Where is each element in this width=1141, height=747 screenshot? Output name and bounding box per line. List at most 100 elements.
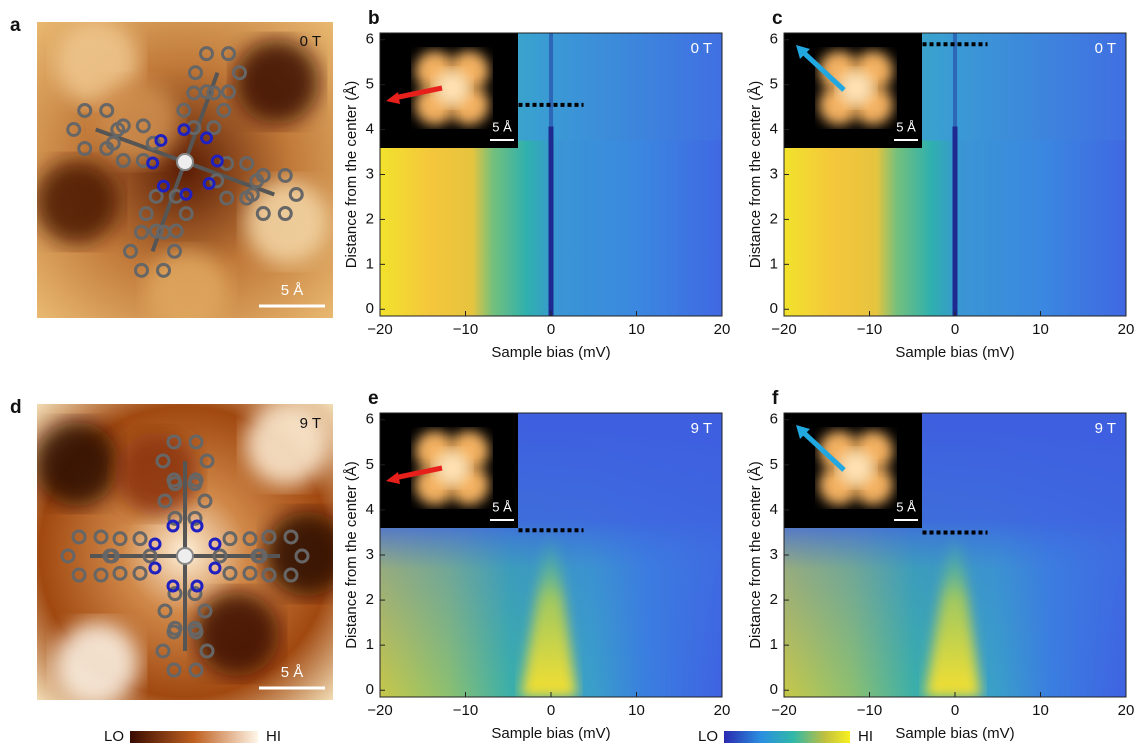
panel-letter: f xyxy=(772,388,779,409)
field-label: 9 T xyxy=(300,415,321,432)
atom xyxy=(244,186,260,202)
scale-bar-label: 5 Å xyxy=(281,664,304,681)
y-tick-label: 4 xyxy=(770,501,778,518)
atom xyxy=(222,531,238,547)
field-label: 0 T xyxy=(1095,40,1116,57)
y-axis-label: Distance from the center (Å) xyxy=(343,81,360,269)
n-atom xyxy=(208,537,222,551)
x-tick-label: −10 xyxy=(453,702,478,719)
panel-letter: b xyxy=(368,8,380,29)
atom xyxy=(148,223,164,239)
atom xyxy=(138,206,154,222)
heatmap: 5 Å xyxy=(784,413,1126,697)
y-tick-label: 4 xyxy=(366,501,374,518)
atom xyxy=(142,548,158,564)
inset-scale-bar-label: 5 Å xyxy=(896,119,916,134)
stm-blob xyxy=(145,250,229,318)
atom xyxy=(157,493,173,509)
inset-center xyxy=(838,70,874,106)
y-tick-label: 4 xyxy=(366,121,374,138)
colorbar-low: LO xyxy=(104,728,124,745)
zero-bias-peak xyxy=(521,532,577,697)
atom xyxy=(66,122,82,138)
atom xyxy=(112,531,128,547)
atom xyxy=(157,603,173,619)
atom xyxy=(261,529,277,545)
atom xyxy=(123,243,139,259)
x-axis-label: Sample bias (mV) xyxy=(895,344,1014,361)
atom xyxy=(176,102,192,118)
n-atom xyxy=(156,179,170,193)
zero-bias-dip-top xyxy=(953,33,957,127)
colorbar xyxy=(724,731,850,743)
n-atom xyxy=(166,579,180,593)
y-tick-label: 1 xyxy=(366,255,374,272)
metal-atom xyxy=(176,153,194,171)
atom xyxy=(134,262,150,278)
panel-letter: a xyxy=(10,15,21,36)
inset-arrow xyxy=(802,431,846,472)
x-tick-label: 10 xyxy=(628,702,645,719)
bond xyxy=(95,127,186,164)
atom xyxy=(93,529,109,545)
inset-arrowhead xyxy=(796,45,810,59)
zero-bias-dip xyxy=(548,126,554,316)
atom xyxy=(277,167,293,183)
atom xyxy=(155,643,171,659)
x-tick-label: 20 xyxy=(714,702,731,719)
atom xyxy=(135,118,151,134)
atom xyxy=(155,453,171,469)
field-label: 9 T xyxy=(691,420,712,437)
atom xyxy=(220,84,236,100)
n-atom xyxy=(208,561,222,575)
n-atom xyxy=(190,579,204,593)
inset-scale-bar-label: 5 Å xyxy=(492,119,512,134)
x-tick-label: 20 xyxy=(1118,702,1135,719)
inset-arrowhead xyxy=(386,92,400,104)
y-tick-label: 1 xyxy=(770,255,778,272)
atom xyxy=(206,85,222,101)
n-atom xyxy=(148,537,162,551)
atom xyxy=(148,188,164,204)
y-tick-label: 2 xyxy=(366,210,374,227)
atom xyxy=(222,565,238,581)
inset-arrowhead xyxy=(796,425,810,439)
atom xyxy=(166,624,182,640)
n-atom xyxy=(200,131,214,145)
atom xyxy=(283,529,299,545)
atom xyxy=(212,548,228,564)
y-tick-label: 3 xyxy=(366,546,374,563)
scale-bar-label: 5 Å xyxy=(281,282,304,299)
y-tick-label: 3 xyxy=(770,165,778,182)
atom xyxy=(216,102,232,118)
atom xyxy=(167,476,183,492)
atom xyxy=(112,565,128,581)
y-tick-label: 2 xyxy=(366,591,374,608)
atom xyxy=(178,206,194,222)
y-tick-label: 4 xyxy=(770,121,778,138)
atom xyxy=(77,102,93,118)
atom xyxy=(197,493,213,509)
atom xyxy=(93,567,109,583)
atom xyxy=(242,565,258,581)
zero-bias-peak xyxy=(925,532,981,697)
stm-image xyxy=(37,404,333,700)
x-axis-label: Sample bias (mV) xyxy=(491,725,610,742)
x-tick-label: −20 xyxy=(367,321,392,338)
atom xyxy=(167,586,183,602)
atom xyxy=(188,662,204,678)
atom xyxy=(115,118,131,134)
y-tick-label: 2 xyxy=(770,591,778,608)
inset-center xyxy=(838,450,874,486)
y-tick-label: 6 xyxy=(366,31,374,48)
inset-arrow xyxy=(393,465,443,481)
x-axis-label: Sample bias (mV) xyxy=(895,725,1014,742)
colorbar-high: HI xyxy=(266,728,281,745)
atom xyxy=(209,173,225,189)
field-label: 9 T xyxy=(1095,420,1116,437)
stm-blob xyxy=(245,180,329,264)
stm-image xyxy=(37,22,333,318)
atom xyxy=(294,548,310,564)
atom xyxy=(199,643,215,659)
